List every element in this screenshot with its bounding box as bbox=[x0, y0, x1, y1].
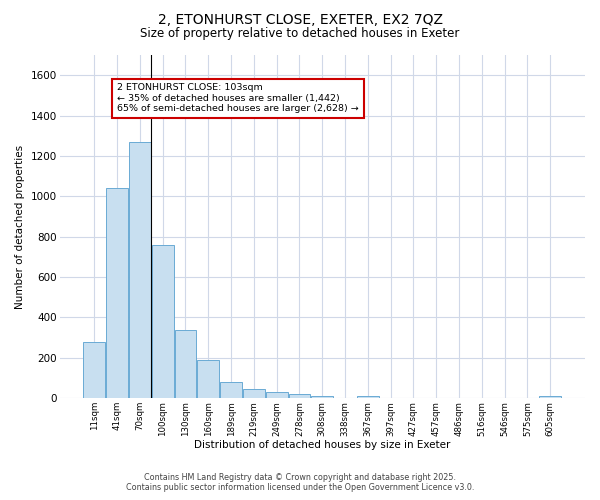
Bar bbox=[175, 330, 196, 398]
Bar bbox=[106, 188, 128, 398]
Bar bbox=[129, 142, 151, 398]
X-axis label: Distribution of detached houses by size in Exeter: Distribution of detached houses by size … bbox=[194, 440, 451, 450]
Bar bbox=[311, 396, 333, 398]
Bar bbox=[266, 392, 287, 398]
Text: 2 ETONHURST CLOSE: 103sqm
← 35% of detached houses are smaller (1,442)
65% of se: 2 ETONHURST CLOSE: 103sqm ← 35% of detac… bbox=[117, 84, 359, 113]
Bar bbox=[197, 360, 219, 398]
Bar bbox=[83, 342, 105, 398]
Bar bbox=[152, 245, 173, 398]
Text: 2, ETONHURST CLOSE, EXETER, EX2 7QZ: 2, ETONHURST CLOSE, EXETER, EX2 7QZ bbox=[157, 12, 443, 26]
Text: Size of property relative to detached houses in Exeter: Size of property relative to detached ho… bbox=[140, 28, 460, 40]
Bar bbox=[357, 396, 379, 398]
Y-axis label: Number of detached properties: Number of detached properties bbox=[15, 144, 25, 308]
Bar bbox=[539, 396, 561, 398]
Bar bbox=[243, 389, 265, 398]
Bar bbox=[220, 382, 242, 398]
Bar bbox=[289, 394, 310, 398]
Text: Contains HM Land Registry data © Crown copyright and database right 2025.
Contai: Contains HM Land Registry data © Crown c… bbox=[126, 473, 474, 492]
